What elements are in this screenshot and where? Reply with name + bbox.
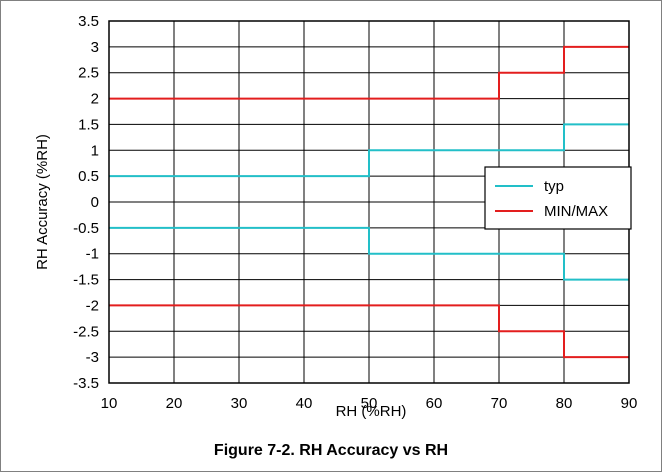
legend-label-minmax: MIN/MAX <box>544 203 608 220</box>
x-tick-label: 10 <box>101 395 118 412</box>
y-tick-label: -1.5 <box>73 272 99 289</box>
legend-label-typ: typ <box>544 178 564 195</box>
y-axis-label: RH Accuracy (%RH) <box>34 134 51 270</box>
y-tick-label: 2 <box>91 91 99 108</box>
y-tick-label: -3 <box>86 349 99 366</box>
series-group <box>109 45 629 359</box>
legend-box <box>484 166 632 230</box>
y-tick-label: 1 <box>91 142 99 159</box>
y-tick-label: -1 <box>86 246 99 263</box>
series-line <box>109 45 629 100</box>
y-tick-label: -2.5 <box>73 323 99 340</box>
y-tick-label: -0.5 <box>73 220 99 237</box>
chart: 3.5 3 2.5 2 1.5 1 0.5 0 -0.5 -1 -1.5 -2 -2.5 -3 -3.5 1… <box>34 13 638 420</box>
x-tick-label: 80 <box>556 395 573 412</box>
figure-caption: Figure 7-2. RH Accuracy vs RH <box>213 442 449 459</box>
y-tick-label: 0.5 <box>78 168 99 185</box>
y-tick-label: 3 <box>91 39 99 56</box>
y-tick-label: -2 <box>86 297 99 314</box>
x-tick-label: 20 <box>166 395 183 412</box>
x-tick-label: 50 <box>361 395 378 412</box>
y-tick-label: 2.5 <box>78 65 99 82</box>
x-tick-label: 40 <box>296 395 313 412</box>
x-axis-label: RH (%RH) <box>336 403 407 420</box>
y-tick-label: -3.5 <box>73 375 99 392</box>
series-line <box>109 226 629 281</box>
x-tick-label: 60 <box>426 395 443 412</box>
x-tick-label: 70 <box>491 395 508 412</box>
legend: typ MIN/MAX <box>484 166 632 230</box>
y-tick-labels: 3.5 3 2.5 2 1.5 1 0.5 0 -0.5 -1 -1.5 -2 -2.5 -3 -3.5 <box>73 13 99 392</box>
x-tick-label: 90 <box>621 395 638 412</box>
series-line <box>109 304 629 359</box>
y-tick-label: 1.5 <box>78 116 99 133</box>
x-tick-label: 30 <box>231 395 248 412</box>
x-tick-labels: 10 20 30 40 50 60 70 80 90 <box>101 395 638 412</box>
series-line <box>109 123 629 178</box>
y-tick-label: 0 <box>91 194 99 211</box>
y-tick-label: 3.5 <box>78 13 99 30</box>
